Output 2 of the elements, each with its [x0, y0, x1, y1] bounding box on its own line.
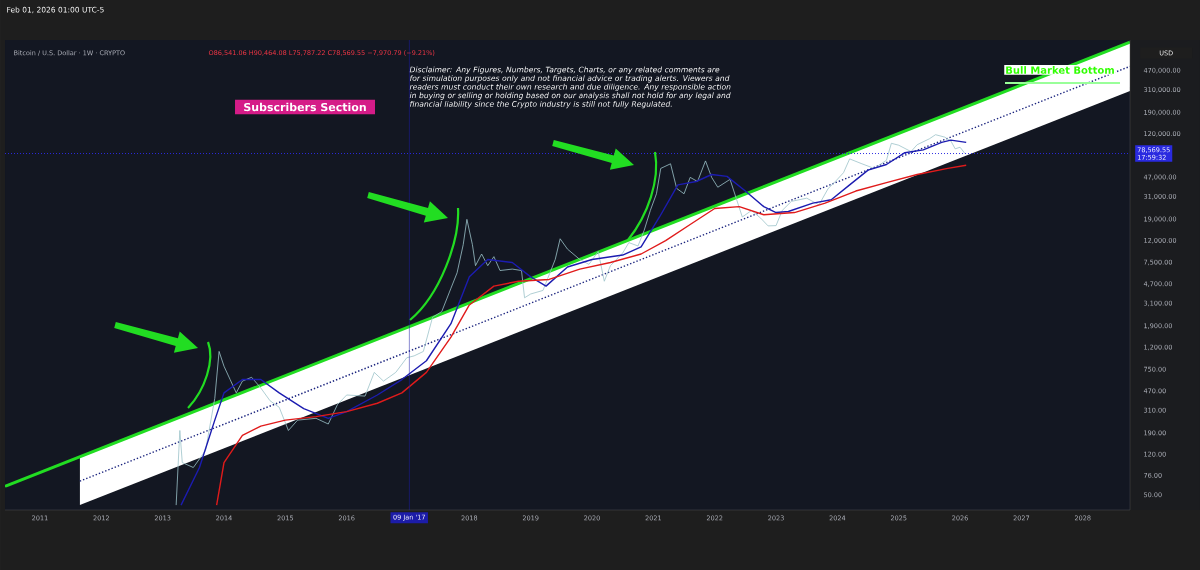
- annotation: Bull Market Bottom: [1006, 66, 1114, 74]
- annotation: Subscribers Section: [244, 102, 366, 112]
